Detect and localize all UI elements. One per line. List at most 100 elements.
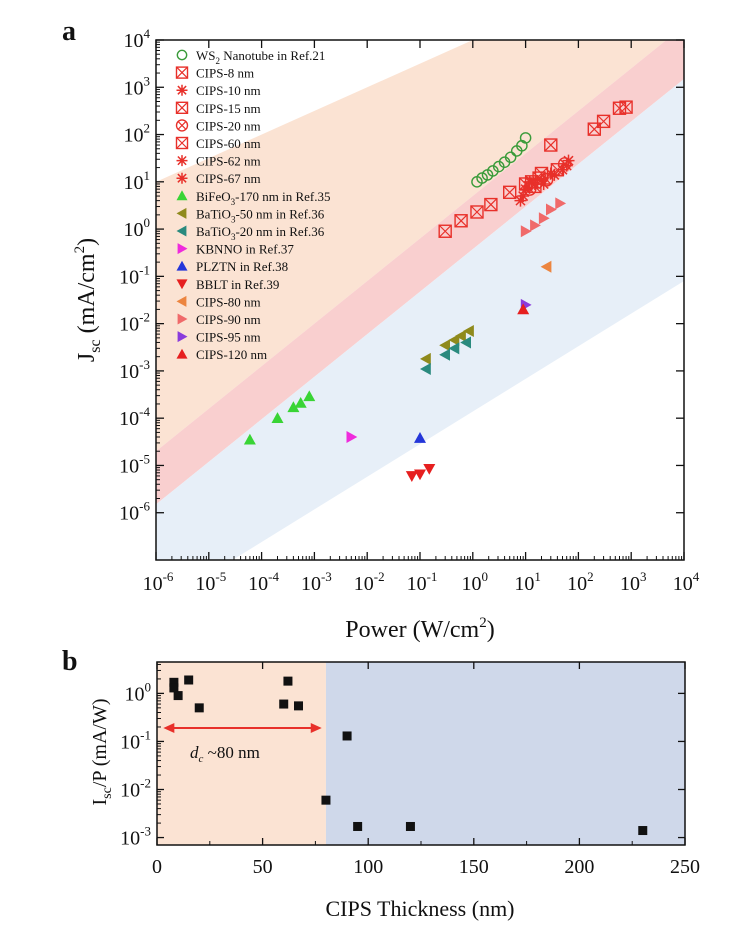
legend-label-13: BBLT in Ref.39	[196, 277, 279, 292]
b-x-tick-label: 200	[564, 856, 594, 878]
legend-label-2: CIPS-10 nm	[196, 83, 261, 98]
data-point-cips-8-nm-10	[619, 100, 633, 114]
dc-arrow-left-head	[163, 723, 175, 733]
b-data-point-0	[169, 677, 179, 687]
x-tick-label: 100	[462, 569, 489, 595]
b-x-tick-label: 0	[152, 856, 162, 878]
legend-label-17: CIPS-120 nm	[196, 347, 267, 362]
dc-arrow-right-head	[310, 723, 322, 733]
x-tick-label: 10-2	[354, 569, 385, 595]
data-point-cips-90-nm-0	[520, 225, 532, 238]
y-tick-label: 10-5	[119, 451, 150, 477]
legend-marker-2	[176, 84, 188, 96]
data-point-cips-8-nm-7	[587, 122, 601, 136]
legend-label-0: WS2 Nanotube in Ref.21	[196, 48, 325, 66]
data-point-cips-8-nm-0	[438, 224, 452, 238]
legend-marker-10	[176, 225, 187, 237]
data-point-bifeo-170-nm-in-ref-35-4	[303, 390, 316, 402]
b-data-point-12	[638, 826, 648, 836]
y-tick-label: 101	[124, 168, 151, 194]
b-data-point-9	[321, 795, 331, 805]
legend-marker-3	[175, 101, 189, 115]
legend-label-4: CIPS-20 nm	[196, 118, 261, 133]
legend-label-1: CIPS-8 nm	[196, 66, 254, 81]
legend-marker-14	[176, 295, 187, 307]
legend-label-10: BaTiO3-20 nm in Ref.36	[196, 224, 325, 242]
data-point-cips-8-nm-2	[470, 205, 484, 219]
b-data-point-10	[353, 821, 363, 831]
b-y-tick-label: 100	[125, 679, 152, 705]
panel-b-regions	[157, 662, 685, 845]
data-point-cips-8-nm-1	[454, 214, 468, 228]
legend-label-15: CIPS-90 nm	[196, 312, 261, 327]
legend-marker-7	[176, 172, 188, 184]
data-point-bifeo-170-nm-in-ref-35-0	[243, 433, 256, 445]
x-tick-label: 10-3	[301, 569, 332, 595]
legend-marker-4	[175, 119, 189, 132]
y-tick-label: 103	[124, 73, 151, 99]
legend-marker-1	[175, 66, 189, 79]
b-data-point-2	[173, 691, 183, 701]
data-point-cips-90-nm-1	[530, 219, 541, 232]
panel-a-bands	[156, 40, 684, 560]
data-point-bblt-in-ref-39-1	[414, 469, 426, 481]
band-blue	[156, 78, 684, 560]
b-data-point-4	[194, 703, 204, 713]
data-point-cips-62-nm-2	[560, 159, 573, 172]
y-tick-label: 10-1	[119, 262, 150, 288]
data-point-batio-50-nm-in-ref-36-3	[455, 329, 466, 342]
legend-marker-5	[175, 136, 189, 150]
data-point-cips-90-nm-3	[545, 203, 557, 216]
legend-label-7: CIPS-67 nm	[196, 171, 261, 186]
data-point-cips-120-nm-0	[517, 303, 530, 315]
data-point-bblt-in-ref-39-2	[423, 463, 436, 475]
y-tick-label: 10-4	[119, 404, 150, 430]
region-1	[325, 662, 685, 845]
data-point-cips-90-nm-4	[555, 197, 567, 210]
legend-label-16: CIPS-95 nm	[196, 330, 261, 345]
panel-a-x-axis-label: Power (W/cm2)	[345, 615, 494, 643]
data-point-cips-90-nm-2	[538, 212, 550, 225]
data-point-batio-20-nm-in-ref-36-3	[460, 336, 472, 349]
panel-b: b 0 50 100 150 200 250 10-3 10-2 10-1 100 dc ~80 …	[62, 646, 700, 921]
b-data-point-1	[169, 683, 179, 693]
data-point-bifeo-170-nm-in-ref-35-3	[294, 396, 307, 408]
data-point-ws-nanotube-in-ref-21-3	[487, 165, 499, 177]
panel-b-x-axis-label: CIPS Thickness (nm)	[325, 896, 514, 921]
y-tick-label: 100	[124, 215, 151, 241]
data-point-cips-67-nm-2	[562, 154, 575, 167]
b-data-point-7	[294, 701, 304, 711]
data-point-ws-nanotube-in-ref-21-6	[504, 151, 517, 164]
legend-label-14: CIPS-80 nm	[196, 294, 261, 309]
panel-b-annotation: dc ~80 nm	[163, 723, 322, 765]
data-point-batio-50-nm-in-ref-36-2	[448, 334, 460, 347]
legend-marker-6	[176, 155, 188, 167]
data-point-bifeo-170-nm-in-ref-35-2	[287, 401, 300, 413]
legend-marker-9	[176, 207, 187, 219]
panel-a: a 10-6 10-5 10-4 10-3 10-2 10-1 100 101 102 103 10…	[62, 16, 700, 643]
legend-label-12: PLZTN in Ref.38	[196, 259, 288, 274]
data-point-cips-67-nm-0	[523, 175, 536, 188]
data-point-batio-20-nm-in-ref-36-0	[420, 362, 431, 375]
data-point-cips-8-nm-4	[503, 185, 517, 200]
data-point-batio-50-nm-in-ref-36-1	[439, 339, 450, 352]
data-point-cips-62-nm-0	[517, 190, 530, 203]
data-point-kbnno-in-ref-37-0	[346, 430, 358, 443]
x-tick-label: 104	[673, 569, 700, 595]
b-y-tick-label: 10-1	[120, 727, 151, 753]
x-tick-label: 102	[567, 569, 594, 595]
y-tick-label: 10-6	[119, 499, 150, 525]
legend-label-9: BaTiO3-50 nm in Ref.36	[196, 206, 325, 224]
panel-a-label: a	[62, 16, 76, 47]
data-point-cips-8-nm-3	[484, 197, 498, 212]
b-y-tick-label: 10-2	[120, 776, 151, 802]
data-point-ws-nanotube-in-ref-21-9	[519, 132, 532, 144]
data-point-plztn-in-ref-38-0	[414, 432, 426, 443]
panel-b-points	[169, 675, 648, 836]
y-tick-label: 10-3	[119, 357, 150, 383]
legend-marker-12	[176, 260, 188, 271]
y-tick-label: 102	[124, 121, 151, 147]
b-data-point-8	[342, 731, 352, 741]
x-tick-label: 10-5	[195, 569, 226, 595]
